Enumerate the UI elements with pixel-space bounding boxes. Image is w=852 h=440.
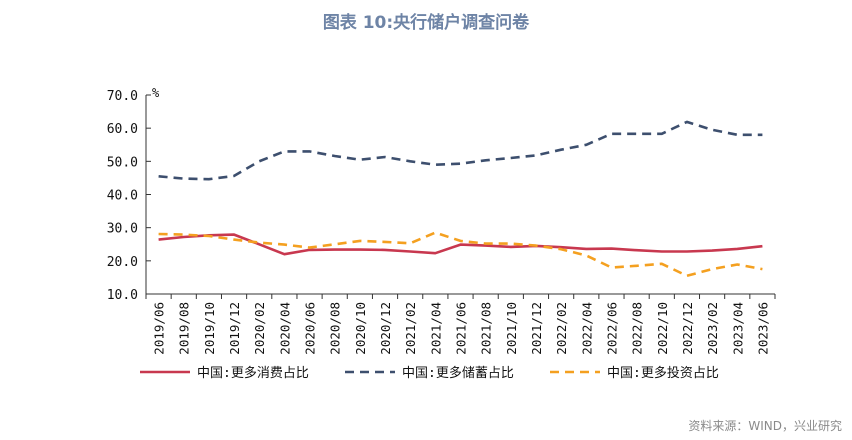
x-tick-label: 2021/06 — [454, 302, 469, 355]
y-tick-label: 70.0 — [107, 89, 138, 104]
y-tick-label: 10.0 — [107, 288, 138, 303]
y-tick-label: 50.0 — [107, 155, 138, 170]
x-tick-label: 2022/02 — [554, 302, 569, 355]
source-note: 资料来源：WIND，兴业研究 — [688, 419, 842, 433]
x-tick-label: 2020/04 — [277, 302, 292, 355]
x-tick-label: 2021/12 — [529, 302, 544, 355]
x-tick-label: 2019/06 — [152, 302, 167, 355]
x-tick-label: 2021/10 — [504, 302, 519, 355]
x-tick-label: 2019/08 — [177, 302, 192, 355]
y-tick-label: 30.0 — [107, 222, 138, 237]
x-tick-label: 2021/04 — [428, 302, 443, 355]
x-tick-label: 2019/12 — [227, 302, 242, 355]
x-tick-label: 2020/12 — [378, 302, 393, 355]
x-tick-label: 2020/02 — [252, 302, 267, 355]
x-tick-label: 2022/08 — [630, 302, 645, 355]
x-tick-label: 2020/06 — [303, 302, 318, 355]
x-tick-label: 2023/04 — [730, 302, 745, 355]
y-unit-label: % — [152, 86, 160, 100]
x-tick-label: 2020/08 — [328, 302, 343, 355]
series-line-1 — [158, 120, 763, 181]
legend-label-1: 中国:更多储蓄占比 — [402, 365, 514, 381]
legend-label-0: 中国:更多消费占比 — [197, 365, 309, 381]
x-tick-label: 2023/02 — [705, 302, 720, 355]
y-tick-label: 20.0 — [107, 255, 138, 270]
x-tick-label: 2022/10 — [655, 302, 670, 355]
x-tick-label: 2022/06 — [604, 302, 619, 355]
line-chart: 10.0 20.0 30.0 40.0 50.0 60.0 70.0 % 2019/06 2019… — [107, 86, 776, 381]
x-tick-label: 2021/08 — [479, 302, 494, 355]
x-tick-label: 2022/12 — [680, 302, 695, 355]
legend-label-2: 中国:更多投资占比 — [607, 365, 719, 381]
y-tick-label: 40.0 — [107, 189, 138, 204]
x-tick-label: 2023/06 — [755, 302, 770, 355]
x-tick-label: 2020/10 — [353, 302, 368, 355]
x-tick-label: 2019/10 — [202, 302, 217, 355]
x-tick-label: 2022/04 — [579, 302, 594, 355]
chart-title: 图表 10:央行储户调查问卷 — [322, 13, 530, 33]
x-tick-label: 2021/02 — [403, 302, 418, 355]
series-line-0 — [158, 233, 763, 256]
y-tick-label: 60.0 — [107, 122, 138, 137]
